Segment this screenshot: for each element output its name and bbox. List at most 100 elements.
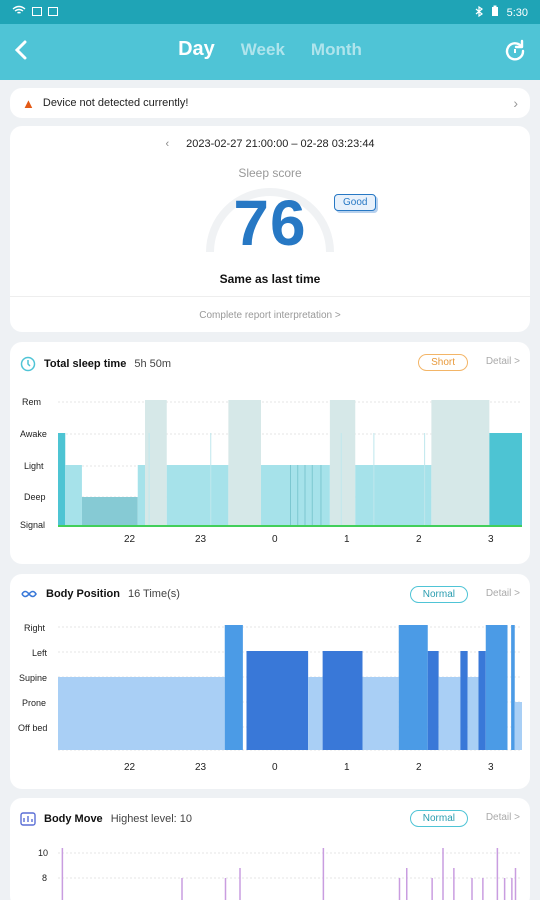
refresh-icon — [505, 39, 525, 61]
body-position-header: Body Position 16 Time(s) — [20, 588, 180, 600]
body-move-value: Highest level: 10 — [110, 813, 193, 825]
body-position-bar — [467, 677, 479, 750]
x-label-0: 0 — [272, 762, 278, 773]
sleep-event-tick — [290, 465, 291, 525]
body-position-bar — [514, 702, 522, 750]
alert-text: Device not detected currently! — [42, 97, 189, 109]
body-move-bar — [496, 848, 499, 900]
x-label-1: 1 — [344, 534, 350, 545]
score-badge: Good — [334, 194, 377, 211]
body-position-chart: Right Left Supine Prone Off bed 22 23 0 … — [18, 623, 522, 773]
y-label-deep: Deep — [24, 492, 46, 502]
tab-day[interactable]: Day — [178, 38, 215, 60]
y-label-light: Light — [24, 461, 44, 471]
refresh-button[interactable] — [502, 38, 528, 64]
body-position-bar — [246, 651, 309, 750]
body-position-value: 16 Time(s) — [127, 588, 180, 600]
awake-tick — [373, 433, 375, 525]
x-label-23: 23 — [195, 534, 207, 545]
x-label-22: 22 — [124, 762, 136, 773]
sleep-score-card: ‹ 2023-02-27 21:00:00 – 02-28 03:23:44 S… — [10, 126, 530, 332]
status-bar: 5:30 — [0, 0, 540, 24]
sleep-event-tick — [297, 465, 299, 525]
body-move-bar — [224, 878, 227, 900]
sleep-stage-bar — [489, 433, 522, 525]
body-move-bar — [442, 848, 444, 900]
body-move-bar — [431, 878, 433, 900]
back-button[interactable] — [14, 36, 28, 66]
body-move-card: Body Move Highest level: 10 Normal Detai… — [10, 798, 530, 900]
x-label-2: 2 — [416, 762, 422, 773]
body-move-bar — [471, 878, 473, 900]
bluetooth-icon — [475, 5, 483, 20]
x-label-2: 2 — [416, 534, 422, 545]
tab-month[interactable]: Month — [310, 40, 362, 59]
sleep-stage-bar — [137, 465, 145, 525]
x-label-1: 1 — [344, 762, 350, 773]
sleep-event-tick — [320, 465, 322, 525]
y-label-off-bed: Off bed — [18, 723, 47, 733]
body-move-bar — [482, 878, 484, 900]
body-move-header: Body Move Highest level: 10 — [20, 812, 192, 826]
body-position-bar — [511, 625, 515, 750]
divider — [10, 296, 530, 297]
body-position-bar — [478, 651, 486, 750]
sleep-stage-bar — [355, 465, 432, 525]
body-position-bar — [322, 651, 363, 750]
sleep-stage-bar — [81, 497, 138, 525]
y-label-right: Right — [24, 623, 46, 633]
sleep-time-value: 5h 50m — [134, 358, 172, 370]
y-label-supine: Supine — [19, 673, 47, 683]
sleep-event-tick — [304, 465, 306, 525]
move-detail-link[interactable]: Detail > — [485, 812, 520, 823]
body-position-card: Body Position 16 Time(s) Normal Detail >… — [10, 574, 530, 789]
body-move-title: Body Move — [44, 813, 103, 825]
body-position-bar — [427, 651, 439, 750]
x-label-0: 0 — [272, 534, 278, 545]
sleep-event-tick — [311, 465, 313, 525]
sleep-status-badge: Short — [418, 354, 468, 371]
report-link[interactable]: Complete report interpretation > — [199, 310, 341, 321]
warning-icon: ▲ — [22, 95, 35, 111]
sleep-stage-bar — [261, 465, 330, 525]
battery-icon — [491, 5, 499, 20]
body-position-bar — [485, 625, 508, 750]
score-gauge-arc — [206, 188, 334, 253]
body-position-icon — [21, 590, 37, 598]
y-label-awake: Awake — [20, 429, 47, 439]
x-label-23: 23 — [195, 762, 207, 773]
body-move-bar — [406, 868, 408, 900]
x-label-22: 22 — [124, 534, 136, 545]
sleep-stage-bar — [228, 400, 261, 525]
notification-icon — [32, 7, 42, 16]
body-move-bar — [514, 868, 517, 900]
date-range: 2023-02-27 21:00:00 – 02-28 03:23:44 — [186, 138, 375, 150]
previous-day-button[interactable]: ‹ — [165, 138, 170, 150]
sleep-time-title: Total sleep time — [44, 358, 127, 370]
position-detail-link[interactable]: Detail > — [485, 588, 520, 599]
score-comparison: Same as last time — [219, 272, 321, 286]
x-label-3: 3 — [488, 762, 494, 773]
awake-tick — [424, 433, 426, 525]
top-app-bar: Day Week Month — [0, 24, 540, 80]
body-move-bar — [61, 848, 64, 900]
clock-icon — [20, 356, 36, 372]
body-move-bar — [181, 878, 183, 900]
device-alert[interactable]: ▲ Device not detected currently! › — [10, 88, 530, 118]
sleep-stage-bar — [65, 465, 82, 525]
sleep-stage-bar — [145, 400, 167, 525]
sleep-stage-bar — [329, 400, 356, 525]
sleep-detail-link[interactable]: Detail > — [485, 356, 520, 367]
notification-icon-2 — [48, 7, 58, 16]
body-position-bar — [438, 677, 461, 750]
body-position-bar — [362, 677, 399, 750]
y-label-rem: Rem — [22, 397, 41, 407]
body-move-icon — [20, 812, 36, 826]
tab-week[interactable]: Week — [240, 40, 285, 59]
body-position-bar — [58, 677, 225, 750]
y-label-signal: Signal — [20, 520, 45, 530]
y-label-left: Left — [32, 648, 48, 658]
body-position-bar — [460, 651, 468, 750]
wifi-icon — [12, 5, 26, 18]
body-move-bar — [398, 878, 401, 900]
